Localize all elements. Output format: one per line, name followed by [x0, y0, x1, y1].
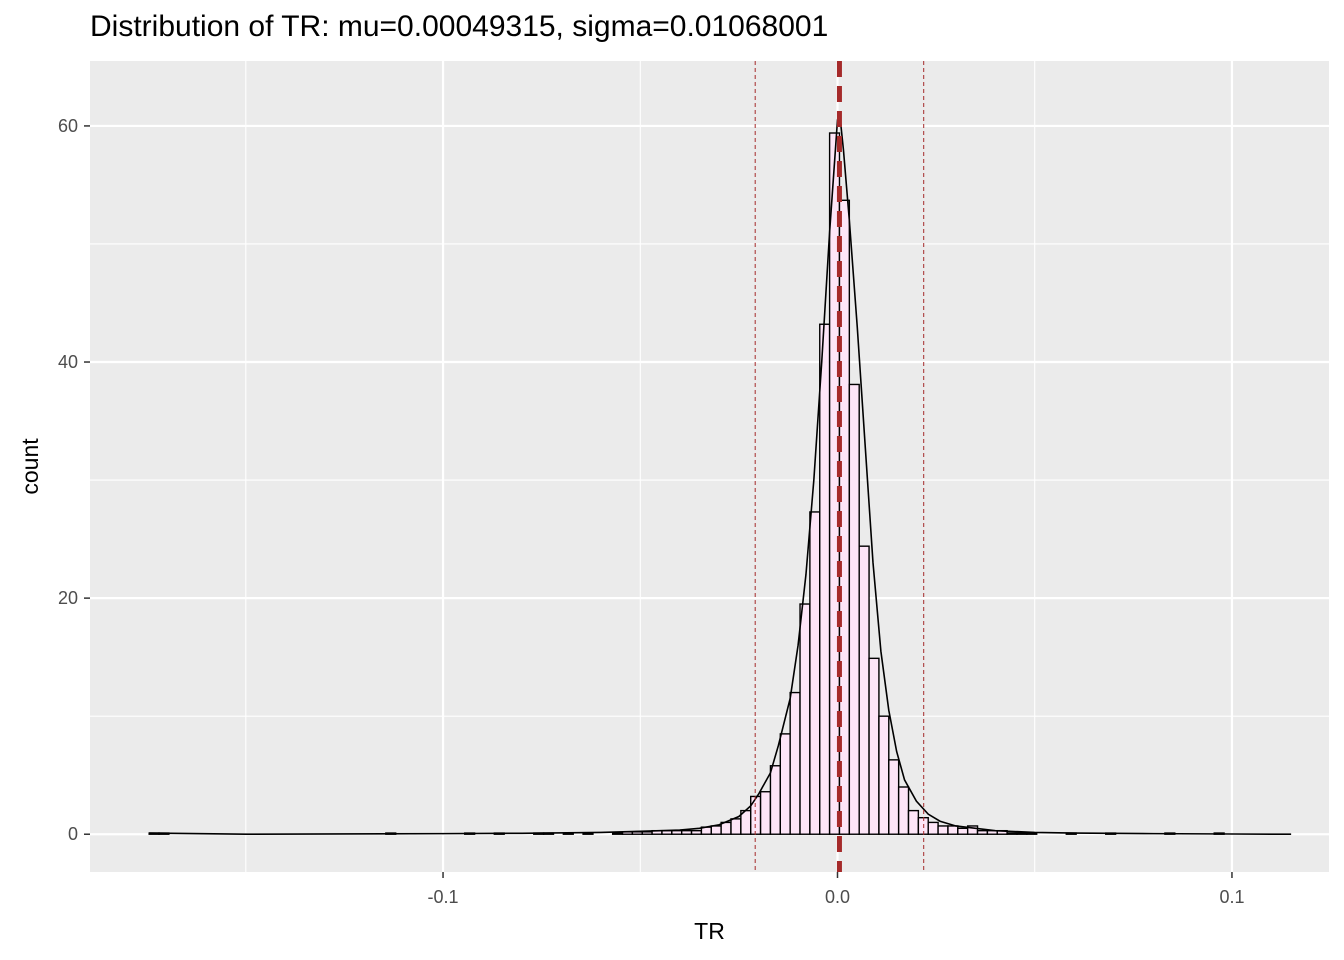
- plot-panel: [90, 61, 1329, 872]
- axis-layer: -0.1 0.0 0.1 0 20 40 60: [58, 116, 1245, 907]
- histogram-bar: [611, 832, 624, 835]
- line-layer: [149, 61, 1292, 872]
- histogram-bar: [680, 829, 693, 835]
- y-tick-label: 0: [68, 824, 78, 844]
- histogram-bar: [759, 791, 772, 835]
- histogram-bar: [641, 831, 653, 835]
- histogram-bar: [690, 829, 703, 835]
- y-axis-title: count: [17, 438, 43, 495]
- y-tick-label: 60: [58, 116, 78, 136]
- histogram-bar: [937, 825, 949, 835]
- histogram-bar: [750, 795, 762, 835]
- histogram-bar: [1016, 832, 1028, 835]
- y-tick-label: 40: [58, 352, 78, 372]
- histogram-bar: [819, 323, 831, 835]
- histogram-bar: [799, 603, 811, 835]
- histogram-bar: [1006, 832, 1018, 835]
- x-tick-label: 0.1: [1219, 887, 1244, 907]
- histogram-bar: [809, 511, 821, 835]
- histogram-bar: [789, 691, 801, 835]
- histogram-bar: [858, 545, 870, 835]
- histogram-bar: [730, 818, 742, 835]
- histogram-bar: [878, 715, 890, 835]
- x-tick-label: 0.0: [825, 887, 850, 907]
- x-axis-title: TR: [694, 918, 725, 944]
- y-tick-label: 20: [58, 588, 78, 608]
- histogram-bar: [907, 809, 920, 835]
- histogram-bar: [888, 759, 900, 835]
- histogram-bar: [976, 829, 989, 835]
- histogram-bar: [769, 765, 782, 835]
- histogram-bar: [927, 821, 939, 835]
- histogram-bar: [710, 825, 722, 835]
- histogram-bar: [957, 827, 969, 835]
- histogram-bar: [897, 786, 910, 835]
- x-tick-label: -0.1: [428, 887, 459, 907]
- histogram-bar: [779, 733, 791, 835]
- histogram-bar: [868, 657, 880, 835]
- histogram-bar: [671, 829, 683, 835]
- chart-title: Distribution of TR: mu=0.00049315, sigma…: [90, 10, 829, 43]
- histogram-bar: [848, 383, 860, 835]
- histogram-bar: [947, 825, 959, 835]
